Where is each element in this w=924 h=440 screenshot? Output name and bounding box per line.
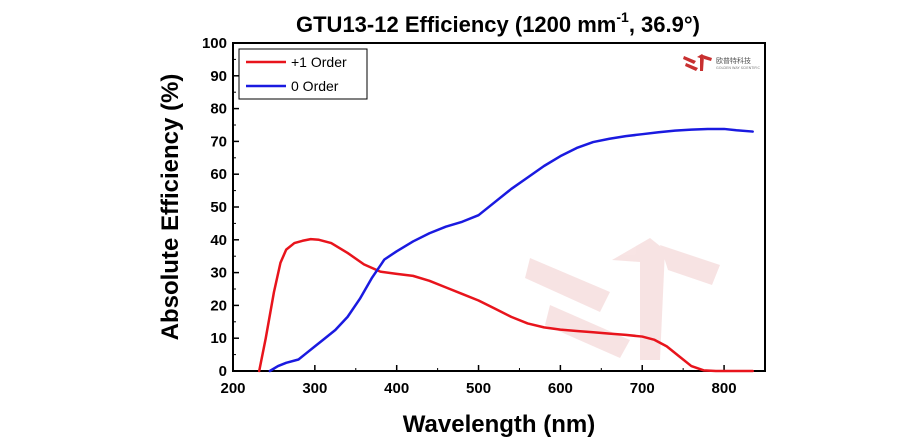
x-tick-label: 200 bbox=[220, 380, 245, 397]
logo-subtext: GOLDEN WAY SCIENTIFIC bbox=[716, 66, 760, 70]
company-logo: 欧普特科技 GOLDEN WAY SCIENTIFIC bbox=[683, 54, 760, 71]
x-tick-label: 500 bbox=[466, 380, 491, 397]
watermark-logo bbox=[525, 238, 720, 360]
chart-title-main: GTU13-12 Efficiency (1200 mm bbox=[296, 12, 616, 37]
x-axis-ticks: 200 300 400 500 600 700 800 bbox=[220, 365, 737, 397]
y-tick-label: 90 bbox=[210, 68, 227, 85]
x-tick-label: 800 bbox=[712, 380, 737, 397]
legend-label-0-order: 0 Order bbox=[291, 78, 339, 94]
y-tick-label: 30 bbox=[210, 265, 227, 282]
logo-text: 欧普特科技 bbox=[716, 56, 751, 65]
x-tick-label: 400 bbox=[384, 380, 409, 397]
y-axis-ticks: 0 10 20 30 40 50 60 70 80 90 100 bbox=[202, 35, 239, 380]
chart-title-superscript: -1 bbox=[616, 9, 629, 25]
chart-title-suffix: , 36.9°) bbox=[629, 12, 700, 37]
y-tick-label: 70 bbox=[210, 133, 227, 150]
y-tick-label: 60 bbox=[210, 166, 227, 183]
y-tick-label: 100 bbox=[202, 35, 227, 52]
series-line-0-order bbox=[268, 127, 754, 373]
series-lines bbox=[257, 127, 754, 373]
x-tick-label: 300 bbox=[302, 380, 327, 397]
y-tick-label: 10 bbox=[210, 330, 227, 347]
y-tick-label: 50 bbox=[210, 199, 227, 216]
x-axis-title: Wavelength (nm) bbox=[403, 411, 595, 438]
y-tick-label: 20 bbox=[210, 297, 227, 314]
y-tick-label: 80 bbox=[210, 101, 227, 118]
legend: +1 Order 0 Order bbox=[238, 48, 368, 100]
x-tick-label: 600 bbox=[548, 380, 573, 397]
chart-title: GTU13-12 Efficiency (1200 mm-1, 36.9°) bbox=[296, 9, 700, 37]
y-tick-label: 40 bbox=[210, 232, 227, 249]
legend-box bbox=[238, 48, 368, 100]
logo-mark-icon bbox=[683, 54, 712, 71]
series-line-plus1-order bbox=[257, 237, 754, 373]
x-tick-label: 700 bbox=[630, 380, 655, 397]
y-axis-title: Absolute Efficiency (%) bbox=[157, 74, 184, 341]
legend-label-plus1-order: +1 Order bbox=[291, 54, 347, 70]
y-tick-label: 0 bbox=[219, 363, 227, 380]
